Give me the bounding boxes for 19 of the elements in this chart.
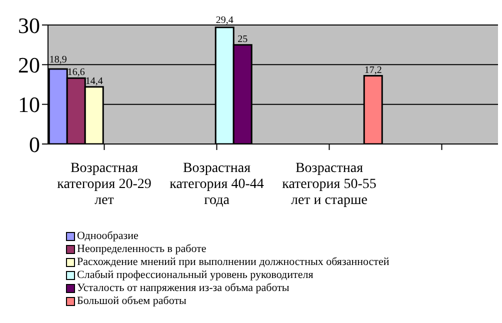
data-label: 29,4 [216,15,234,26]
legend-label: Неопределенность в работе [77,243,206,256]
legend-label: Однообразие [77,230,138,243]
x-tick-label: Возрастная категория 50-55 лет и старше [282,161,376,208]
data-label: 25 [238,34,248,45]
legend-label: Большой объем работы [77,295,186,308]
data-label: 14,4 [85,76,103,87]
y-tick-label: 10 [18,92,40,118]
legend-label: Усталость от напряжения из-за объма работы [77,282,290,295]
legend-label: Расхождение мнений при выполнении должностных обязанностей [77,256,390,269]
x-tick-label: Возрастная категория 20-29 лет [57,161,152,208]
x-tick-label: Возрастная категория 40-44 года [170,161,264,208]
y-tick-label: 20 [18,52,40,78]
y-tick-label: 0 [29,132,40,157]
y-tick-label: 30 [18,12,40,38]
data-label: 18,9 [49,54,67,66]
legend-label: Слабый профессиональный уровень руководителя [77,269,314,282]
data-label: 16,6 [67,67,85,78]
data-label: 17,2 [364,64,382,76]
